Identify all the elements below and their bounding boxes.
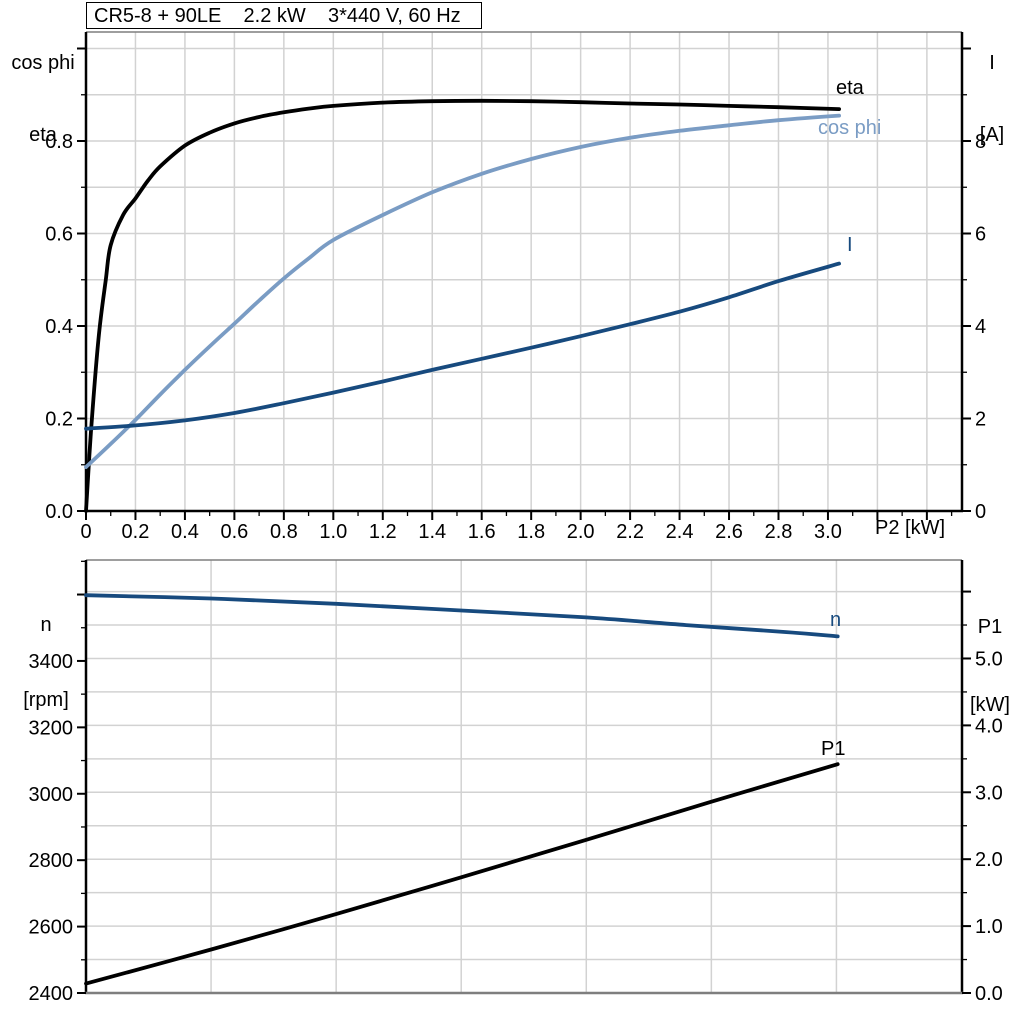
left-axis-header-bottom: n [rpm] [8,563,84,763]
right-axis-header-bottom: P1 [kW] [960,562,1020,770]
svg-text:0.0: 0.0 [975,983,1003,1005]
svg-text:2.6: 2.6 [715,521,743,543]
svg-text:0.2: 0.2 [45,409,73,431]
svg-text:0.6: 0.6 [220,521,248,543]
svg-text:0.0: 0.0 [45,501,73,523]
svg-text:2.0: 2.0 [567,521,595,543]
right-axis-header-line2: [A] [979,124,1005,146]
speed-axis-header-line1: n [40,614,52,636]
svg-text:5.0: 5.0 [975,648,1003,670]
svg-text:2400: 2400 [29,983,74,1005]
svg-text:0.6: 0.6 [45,224,73,246]
svg-text:8: 8 [975,131,986,153]
svg-text:0: 0 [975,501,986,523]
svg-text:3400: 3400 [29,651,74,673]
x-axis-label: P2 [kW] [875,517,946,539]
svg-text:2800: 2800 [29,850,74,872]
curve-label-cos-phi: cos phi [818,117,882,139]
right-axis-header-line1: I [989,52,995,74]
svg-text:1.2: 1.2 [369,521,397,543]
chart-title: CR5-8 + 90LE 2.2 kW 3*440 V, 60 Hz [86,2,482,29]
svg-text:0.4: 0.4 [171,521,199,543]
svg-text:0.8: 0.8 [270,521,298,543]
svg-text:0: 0 [80,521,91,543]
svg-text:6: 6 [975,224,986,246]
svg-text:1.0: 1.0 [975,916,1003,938]
svg-text:2600: 2600 [29,917,74,939]
curve-label-speed: n [830,609,842,631]
right-axis-header-top: I [A] [964,3,1020,195]
curve-label-input-power: P1 [821,738,846,760]
svg-text:1.8: 1.8 [517,521,545,543]
svg-text:2.8: 2.8 [765,521,793,543]
svg-text:0.8: 0.8 [45,131,73,153]
left-axis-header-line2: eta [29,124,57,146]
power-axis-header-line2: [kW] [970,694,1010,716]
svg-text:2: 2 [975,409,986,431]
svg-text:1.4: 1.4 [418,521,446,543]
svg-text:0.2: 0.2 [122,521,150,543]
svg-text:3.0: 3.0 [814,521,842,543]
svg-text:2.2: 2.2 [616,521,644,543]
svg-text:3200: 3200 [29,717,74,739]
svg-text:4: 4 [975,316,986,338]
power-axis-header-line1: P1 [977,616,1003,638]
curve-label-eta: eta [836,77,864,99]
svg-text:1.6: 1.6 [468,521,496,543]
svg-text:0.4: 0.4 [45,316,73,338]
svg-text:2.0: 2.0 [975,849,1003,871]
curve-label-current: I [847,234,853,256]
svg-text:2.4: 2.4 [666,521,694,543]
svg-text:3000: 3000 [29,784,74,806]
svg-text:1.0: 1.0 [319,521,347,543]
svg-text:4.0: 4.0 [975,715,1003,737]
left-axis-header-top: cos phi eta [4,3,82,195]
left-axis-header-line1: cos phi [11,52,75,74]
svg-text:3.0: 3.0 [975,782,1003,804]
speed-axis-header-line2: [rpm] [23,689,69,711]
